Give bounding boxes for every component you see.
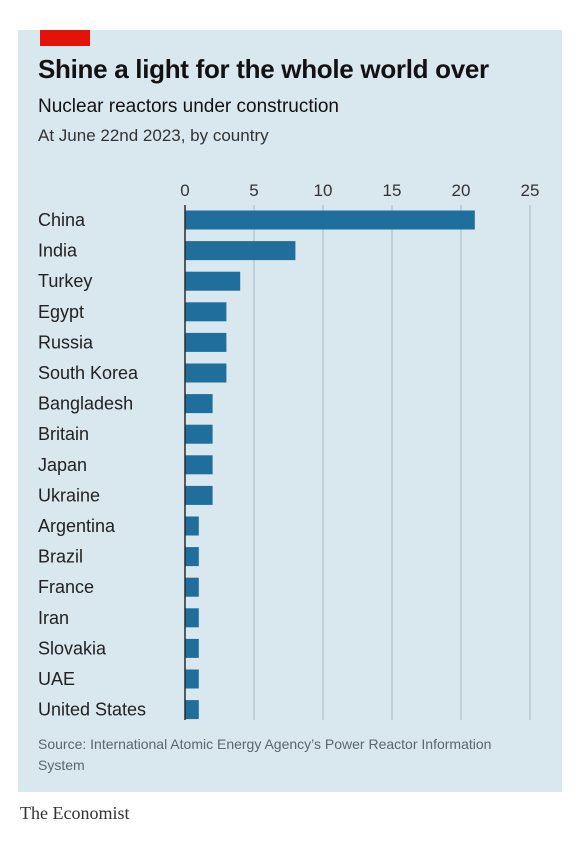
bar (185, 516, 199, 536)
category-label: Argentina (38, 516, 116, 536)
chart-date-note: At June 22nd 2023, by country (38, 126, 269, 145)
category-label: Russia (38, 332, 94, 352)
bar (185, 669, 199, 689)
x-tick-label: 0 (180, 181, 189, 200)
category-label: Iran (38, 608, 69, 628)
brand-red-tag (40, 30, 90, 46)
bar (185, 363, 227, 383)
category-label: Japan (38, 455, 87, 475)
category-label: United States (38, 700, 146, 720)
category-label: China (38, 210, 86, 230)
bar (185, 547, 199, 567)
category-label: UAE (38, 669, 75, 689)
x-tick-label: 25 (521, 181, 540, 200)
bar (185, 608, 199, 628)
bar (185, 577, 199, 597)
x-tick-label: 10 (314, 181, 333, 200)
category-label: Ukraine (38, 485, 100, 505)
category-label: France (38, 577, 94, 597)
bar (185, 241, 296, 261)
bar (185, 455, 213, 475)
category-label: India (38, 241, 78, 261)
category-label: Turkey (38, 271, 92, 291)
bar (185, 700, 199, 720)
bar (185, 210, 475, 230)
bar (185, 302, 227, 322)
chart-subtitle: Nuclear reactors under construction (38, 96, 339, 117)
category-label: Egypt (38, 302, 84, 322)
category-label: Bangladesh (38, 394, 133, 414)
bar (185, 332, 227, 352)
x-tick-label: 15 (383, 181, 402, 200)
category-label: Slovakia (38, 638, 107, 658)
bar (185, 638, 199, 658)
category-label: Britain (38, 424, 89, 444)
category-label: South Korea (38, 363, 139, 383)
category-label: Brazil (38, 547, 83, 567)
bar (185, 485, 213, 505)
chart-title: Shine a light for the whole world over (38, 54, 489, 84)
publisher-logo: The Economist (20, 803, 130, 823)
x-tick-label: 20 (452, 181, 471, 200)
bar (185, 394, 213, 414)
bar (185, 271, 241, 291)
x-tick-label: 5 (249, 181, 258, 200)
bar (185, 424, 213, 444)
chart-panel (18, 30, 562, 792)
source-note: Source: International Atomic Energy Agen… (38, 736, 492, 773)
